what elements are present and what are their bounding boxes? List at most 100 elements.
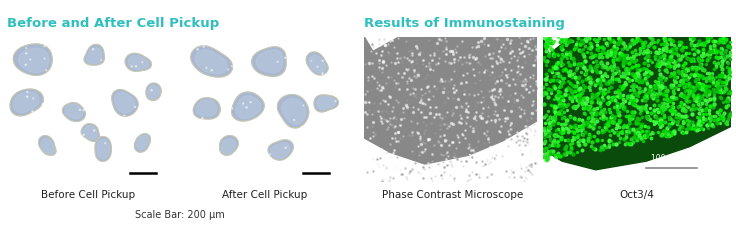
Point bbox=[412, 73, 424, 77]
Point bbox=[495, 38, 506, 42]
Point bbox=[721, 55, 733, 58]
Point bbox=[386, 136, 397, 139]
Point bbox=[464, 177, 476, 181]
Point bbox=[10, 115, 21, 118]
Point bbox=[562, 93, 574, 97]
Point bbox=[364, 101, 375, 104]
Point bbox=[470, 145, 481, 149]
Point bbox=[676, 104, 687, 108]
Point bbox=[141, 102, 152, 106]
Point bbox=[656, 110, 668, 113]
Point bbox=[573, 36, 584, 40]
Point bbox=[656, 111, 668, 115]
Point bbox=[710, 62, 721, 66]
Point bbox=[565, 151, 576, 154]
Point bbox=[598, 129, 609, 133]
Point bbox=[445, 77, 457, 81]
Point bbox=[629, 48, 640, 52]
Point bbox=[630, 52, 642, 55]
Point bbox=[596, 55, 608, 59]
Point bbox=[540, 63, 552, 67]
Point bbox=[392, 81, 404, 85]
Point bbox=[675, 82, 687, 85]
Point bbox=[476, 112, 488, 115]
Point bbox=[418, 150, 430, 153]
Point bbox=[548, 78, 559, 82]
Point bbox=[523, 91, 534, 94]
Point bbox=[676, 48, 688, 52]
Point bbox=[35, 65, 46, 69]
Point bbox=[19, 159, 31, 162]
Point bbox=[128, 133, 140, 137]
Point bbox=[573, 133, 584, 137]
Point bbox=[637, 95, 649, 99]
Point bbox=[573, 117, 585, 121]
Point bbox=[289, 103, 300, 107]
Point bbox=[693, 39, 705, 43]
Point bbox=[382, 126, 394, 129]
Point bbox=[712, 117, 724, 121]
Point bbox=[442, 96, 454, 100]
Point bbox=[609, 64, 620, 68]
Point bbox=[598, 107, 610, 111]
Point bbox=[581, 37, 593, 40]
Point bbox=[449, 48, 461, 51]
Point bbox=[317, 88, 329, 92]
Point bbox=[560, 43, 572, 47]
Point bbox=[527, 88, 539, 92]
Point bbox=[602, 119, 614, 123]
Point bbox=[685, 43, 697, 47]
Point bbox=[643, 58, 655, 61]
Point bbox=[560, 87, 572, 91]
Point bbox=[505, 39, 517, 43]
Point bbox=[611, 57, 623, 60]
Point bbox=[489, 109, 500, 112]
Point bbox=[696, 84, 707, 88]
Point bbox=[409, 87, 421, 91]
Point bbox=[632, 63, 644, 67]
Point bbox=[573, 143, 585, 147]
Point bbox=[553, 35, 565, 39]
Point bbox=[618, 65, 629, 68]
Polygon shape bbox=[191, 46, 233, 77]
Point bbox=[633, 86, 645, 89]
Point bbox=[648, 108, 660, 111]
Point bbox=[569, 123, 581, 127]
Point bbox=[485, 173, 497, 176]
Point bbox=[577, 139, 589, 143]
Point bbox=[406, 64, 418, 67]
Point bbox=[544, 35, 556, 39]
Point bbox=[295, 143, 307, 147]
Point bbox=[595, 89, 606, 93]
Point bbox=[707, 77, 719, 81]
Point bbox=[637, 51, 649, 55]
Point bbox=[620, 54, 631, 57]
Point bbox=[541, 40, 553, 44]
Point bbox=[567, 40, 578, 43]
Point bbox=[711, 110, 723, 114]
Point bbox=[440, 39, 452, 43]
Point bbox=[562, 130, 574, 134]
Point bbox=[188, 58, 200, 62]
Point bbox=[443, 79, 455, 83]
Point bbox=[272, 60, 283, 64]
Point bbox=[553, 121, 565, 125]
Point bbox=[37, 102, 49, 106]
Point bbox=[219, 55, 230, 59]
Point bbox=[390, 117, 402, 120]
Point bbox=[647, 90, 659, 94]
Point bbox=[710, 114, 721, 118]
Point bbox=[666, 122, 678, 125]
Point bbox=[595, 116, 606, 120]
Polygon shape bbox=[81, 124, 99, 141]
Point bbox=[661, 100, 673, 103]
Point bbox=[4, 91, 15, 94]
Point bbox=[500, 81, 512, 84]
Point bbox=[710, 48, 722, 52]
Point bbox=[660, 131, 672, 135]
Point bbox=[73, 93, 85, 97]
Point bbox=[585, 45, 597, 48]
Point bbox=[651, 94, 663, 98]
Point bbox=[681, 130, 693, 134]
Point bbox=[363, 100, 375, 104]
